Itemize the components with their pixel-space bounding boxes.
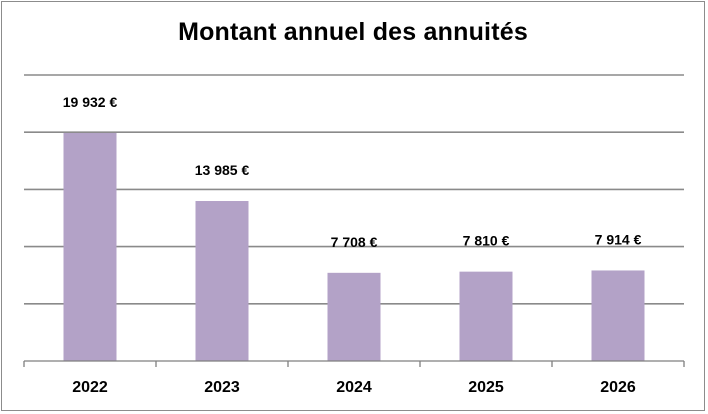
data-label-2026: 7 914 € xyxy=(595,231,642,247)
chart-title: Montant annuel des annuités xyxy=(178,18,528,46)
bar-2023 xyxy=(195,201,249,361)
data-label-2025: 7 810 € xyxy=(463,233,510,249)
bar-2024 xyxy=(327,272,381,361)
bars xyxy=(63,132,645,361)
x-tick-label-2024: 2024 xyxy=(336,379,372,396)
bar-2025 xyxy=(459,271,513,361)
x-tick-label-2023: 2023 xyxy=(204,379,240,396)
data-label-2023: 13 985 € xyxy=(195,162,250,178)
x-tick-label-2022: 2022 xyxy=(72,379,108,396)
data-labels: 19 932 € 13 985 € 7 708 € 7 810 € 7 914 € xyxy=(63,94,642,250)
bar-2022 xyxy=(63,132,117,361)
data-label-2022: 19 932 € xyxy=(63,94,118,110)
data-label-2024: 7 708 € xyxy=(331,234,378,250)
gridlines xyxy=(24,74,684,305)
x-tick-label-2026: 2026 xyxy=(600,379,636,396)
x-axis xyxy=(23,360,685,367)
x-tick-label-2025: 2025 xyxy=(468,379,504,396)
x-tick-labels: 2022 2023 2024 2025 2026 xyxy=(72,379,636,396)
bar-2026 xyxy=(591,270,645,361)
